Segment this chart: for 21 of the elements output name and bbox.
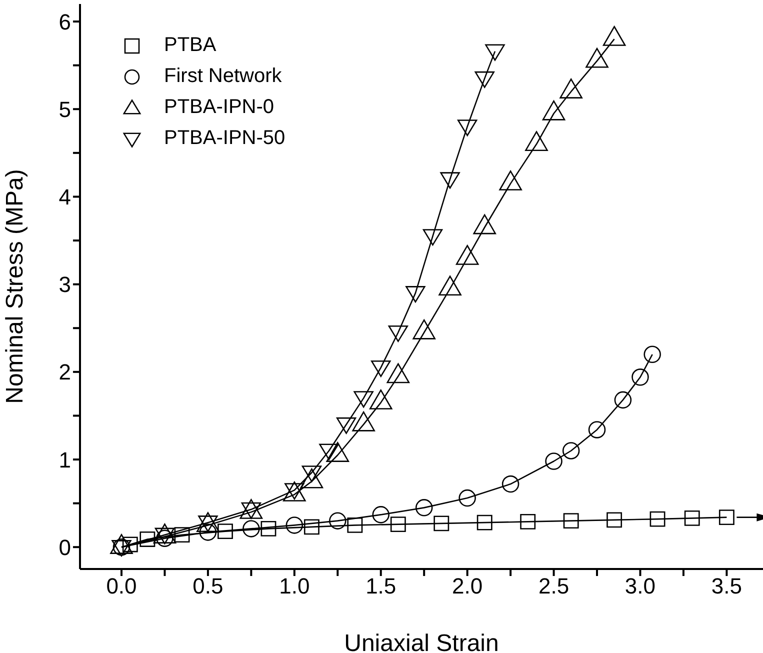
x-tick-label: 2.0 bbox=[452, 574, 483, 599]
x-axis-title: Uniaxial Strain bbox=[344, 630, 499, 653]
y-tick-label: 4 bbox=[58, 184, 71, 210]
legend-label: PTBA bbox=[164, 34, 216, 57]
y-tick-label: 5 bbox=[58, 96, 71, 122]
legend-label: PTBA-IPN-0 bbox=[164, 96, 274, 119]
x-tick-label: 2.5 bbox=[538, 574, 570, 599]
y-tick-label: 1 bbox=[58, 447, 71, 472]
x-tick-label: 1.5 bbox=[366, 574, 396, 599]
y-tick-label: 2 bbox=[58, 360, 71, 385]
y-tick-label: 3 bbox=[58, 272, 71, 298]
y-axis-title: Nominal Stress (MPa) bbox=[2, 169, 29, 404]
x-tick-label: 0.5 bbox=[192, 574, 224, 599]
legend-label: PTBA-IPN-50 bbox=[164, 127, 286, 150]
x-tick-label: 3.5 bbox=[711, 574, 742, 599]
y-tick-label: 0 bbox=[58, 534, 71, 560]
y-tick-label: 6 bbox=[58, 9, 71, 34]
legend-label: First Network bbox=[164, 65, 282, 88]
x-tick-label: 1.0 bbox=[279, 574, 310, 599]
x-tick-label: 0.0 bbox=[106, 574, 137, 599]
x-tick-label: 3.0 bbox=[624, 574, 656, 599]
